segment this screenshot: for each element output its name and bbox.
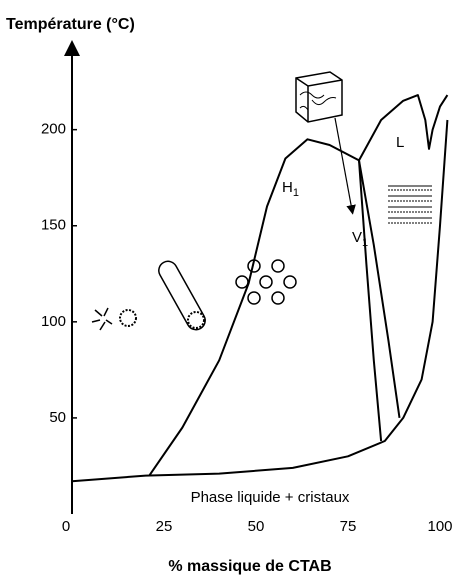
region-label: Phase liquide + cristaux <box>191 489 350 506</box>
region-label-text: H <box>282 179 293 196</box>
phase-boundary <box>358 160 401 419</box>
x-axis-label: % massique de CTAB <box>168 558 331 575</box>
region-label: H1 <box>282 179 299 199</box>
x-tick-label: 75 <box>340 518 357 535</box>
x-tick-label: 100 <box>427 518 452 535</box>
region-label-text: V <box>352 229 362 246</box>
hexagonal-icon <box>235 259 297 305</box>
chart-title: Température (°C) <box>6 16 135 33</box>
cylinder-icon <box>158 260 206 331</box>
phase-boundary <box>148 138 360 477</box>
phase-boundary <box>358 94 449 161</box>
monomer-icon <box>91 307 113 331</box>
x-tick-label: 50 <box>248 518 265 535</box>
cubic-icon <box>295 71 343 123</box>
lamellar-icon <box>388 185 432 224</box>
arrow <box>334 117 356 215</box>
x-tick-label: 25 <box>156 518 173 535</box>
phase-boundary <box>358 160 383 442</box>
region-label: L <box>396 134 404 151</box>
cylinder-end <box>187 311 205 329</box>
y-tick-label: 150 <box>41 217 66 234</box>
micelle-icon <box>119 309 137 327</box>
x-tick-label: 0 <box>62 518 70 535</box>
y-tick-label: 100 <box>41 313 66 330</box>
y-tick-label: 50 <box>49 409 66 426</box>
y-tick-label: 200 <box>41 121 66 138</box>
phase-boundary <box>71 119 449 483</box>
region-label-subscript: 1 <box>293 187 299 199</box>
